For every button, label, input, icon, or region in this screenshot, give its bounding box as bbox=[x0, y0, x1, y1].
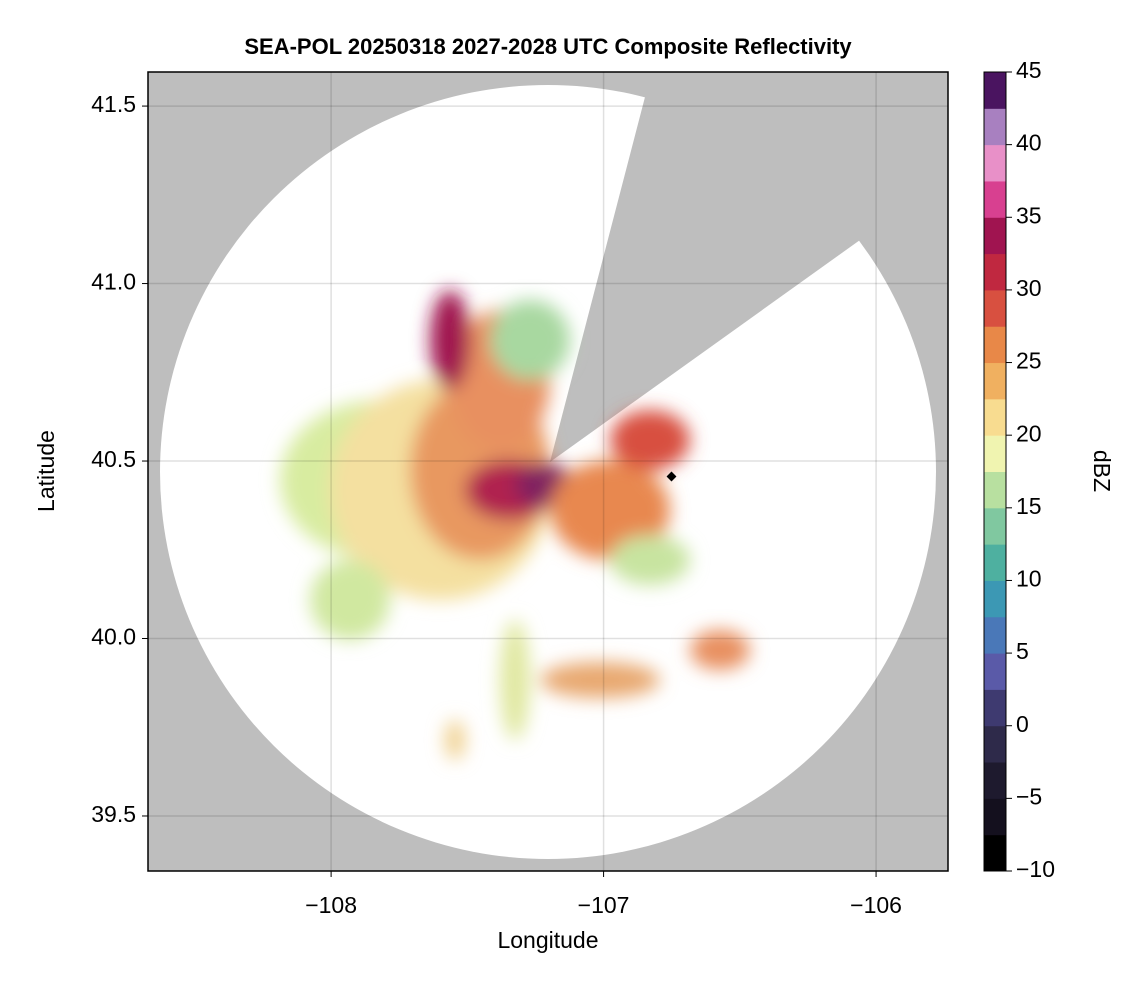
colorbar-tick-label: 5 bbox=[1016, 638, 1029, 664]
colorbar-swatch bbox=[984, 108, 1006, 146]
colorbar-tick-label: 35 bbox=[1016, 202, 1042, 228]
colorbar-tick-label: 15 bbox=[1016, 493, 1042, 519]
colorbar-swatch bbox=[984, 435, 1006, 472]
reflectivity-field bbox=[280, 290, 750, 760]
colorbar-tick-label: 0 bbox=[1016, 711, 1029, 737]
colorbar-tick-label: 30 bbox=[1016, 275, 1042, 301]
colorbar-swatch bbox=[984, 289, 1006, 327]
colorbar-tick-label: 20 bbox=[1016, 420, 1042, 446]
blocked-sector bbox=[550, 72, 948, 462]
echo bbox=[430, 290, 470, 390]
colorbar-tick-label: −10 bbox=[1016, 856, 1055, 882]
x-axis-label: Longitude bbox=[497, 927, 598, 953]
y-axis-label: Latitude bbox=[33, 430, 59, 512]
y-tick-label: 41.0 bbox=[91, 269, 136, 295]
site-marker bbox=[666, 471, 677, 482]
echo bbox=[540, 662, 660, 698]
colorbar-swatch bbox=[984, 507, 1006, 545]
echo bbox=[610, 410, 690, 470]
echo bbox=[500, 620, 530, 740]
echo bbox=[310, 560, 390, 640]
colorbar-tick-label: 10 bbox=[1016, 566, 1042, 592]
colorbar-swatch bbox=[984, 544, 1006, 581]
colorbar-swatch bbox=[984, 144, 1006, 182]
colorbar-swatch bbox=[984, 180, 1006, 218]
echo bbox=[445, 720, 465, 760]
colorbar-swatch bbox=[984, 398, 1006, 436]
colorbar-tick-label: 40 bbox=[1016, 130, 1042, 156]
colorbar-tick-label: 25 bbox=[1016, 348, 1042, 374]
colorbar-swatch bbox=[984, 253, 1006, 291]
chart-title: SEA-POL 20250318 2027-2028 UTC Composite… bbox=[244, 34, 852, 59]
colorbar-swatch bbox=[984, 217, 1006, 255]
colorbar-swatch bbox=[984, 689, 1006, 727]
y-tick-label: 40.5 bbox=[91, 446, 136, 472]
colorbar-swatch bbox=[984, 580, 1006, 618]
x-tick-label: −108 bbox=[305, 892, 357, 918]
colorbar-swatch bbox=[984, 762, 1006, 799]
colorbar-swatch bbox=[984, 798, 1006, 836]
colorbar-swatch bbox=[984, 725, 1006, 763]
colorbar-swatch bbox=[984, 653, 1006, 690]
x-tick-label: −106 bbox=[850, 892, 902, 918]
colorbar-swatch bbox=[984, 834, 1006, 872]
echo bbox=[610, 535, 690, 585]
colorbar-label: dBZ bbox=[1089, 450, 1115, 492]
y-tick-label: 41.5 bbox=[91, 91, 136, 117]
colorbar-swatch bbox=[984, 616, 1006, 654]
colorbar-swatch bbox=[984, 471, 1006, 509]
x-tick-label: −107 bbox=[578, 892, 630, 918]
colorbar-tick-label: −5 bbox=[1016, 783, 1042, 809]
echo bbox=[690, 630, 750, 670]
colorbar-swatch bbox=[984, 326, 1006, 364]
grid bbox=[148, 72, 948, 871]
plot-frame bbox=[147, 71, 949, 872]
colorbar-frame bbox=[983, 71, 1007, 872]
y-tick-label: 40.0 bbox=[91, 624, 136, 650]
y-tick-label: 39.5 bbox=[91, 801, 136, 827]
echo bbox=[550, 460, 670, 560]
colorbar-swatch bbox=[984, 362, 1006, 400]
echo bbox=[490, 300, 570, 380]
map-area bbox=[148, 72, 948, 871]
colorbar-swatch bbox=[984, 72, 1006, 109]
colorbar-tick-label: 45 bbox=[1016, 57, 1042, 83]
